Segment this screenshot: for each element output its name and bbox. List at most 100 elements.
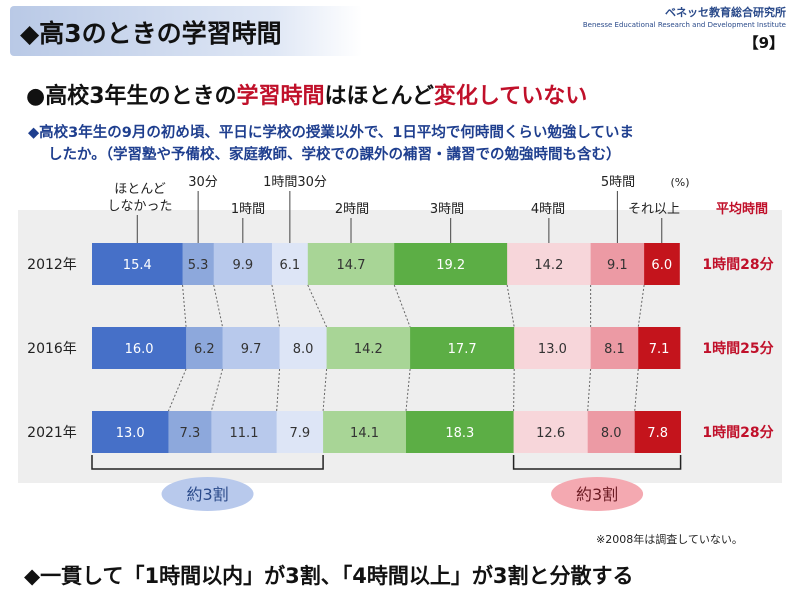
data-label: 8.0 (293, 342, 314, 357)
data-label: 14.7 (337, 258, 366, 273)
connector-line (405, 368, 411, 412)
slide-title: ◆高3のときの学習時間 (20, 19, 282, 48)
group-ellipse (161, 477, 254, 511)
data-label: 6.2 (194, 342, 215, 357)
group-ellipse (551, 477, 644, 511)
bar-segment (92, 243, 183, 285)
connector-line (513, 368, 515, 412)
average-header: 平均時間 (716, 201, 768, 217)
data-label: 8.0 (601, 426, 622, 441)
category-label: しなかった (107, 199, 172, 214)
group-bracket (91, 455, 324, 470)
page-number: 【9】 (743, 34, 784, 52)
bar-segment (410, 327, 515, 369)
bar-segment (307, 243, 395, 285)
data-label: 8.1 (604, 342, 625, 357)
data-label: 18.3 (445, 426, 474, 441)
category-label: 30分 (188, 175, 218, 190)
bar-segment (326, 327, 411, 369)
data-label: 19.2 (436, 258, 465, 273)
bar-segment (514, 327, 592, 369)
category-label: 4時間 (531, 202, 565, 217)
data-label: 7.8 (647, 426, 668, 441)
group-label: 約3割 (576, 485, 618, 504)
data-label: 12.6 (536, 426, 565, 441)
connector-line (587, 368, 592, 412)
category-label: 1時間 (231, 202, 265, 217)
data-label: 16.0 (125, 342, 154, 357)
category-label: 5時間 (601, 175, 635, 190)
connector-line (167, 368, 187, 412)
connector-line (271, 284, 281, 328)
bar-segment (405, 411, 514, 453)
survey-question: ◆高校3年生の9月の初め頃、平日に学校の授業以外で、1日平均で何時間くらい勉強し… (28, 122, 778, 166)
category-label: それ以上 (628, 202, 680, 217)
bar-segment (182, 243, 215, 285)
brand-logo: ベネッセ教育総合研究所 Benesse Educational Research… (583, 4, 786, 29)
bar-segment (271, 243, 309, 285)
bar-segment (587, 411, 636, 453)
data-label: 17.7 (448, 342, 477, 357)
category-label: 3時間 (430, 202, 464, 217)
category-label: 1時間30分 (263, 175, 327, 190)
data-label: 14.1 (350, 426, 379, 441)
data-label: 9.9 (232, 258, 253, 273)
question-line-1: ◆高校3年生の9月の初め頃、平日に学校の授業以外で、1日平均で何時間くらい勉強し… (28, 125, 634, 141)
conclusion: ◆一貫して「1時間以内」が3割、「4時間以上」が3割と分散する (24, 564, 634, 588)
year-label: 2016年 (27, 341, 77, 357)
bar-segment (186, 327, 223, 369)
year-label: 2021年 (27, 425, 77, 441)
bar-segment (323, 411, 407, 453)
category-label: 2時間 (335, 202, 369, 217)
data-label: 13.0 (538, 342, 567, 357)
data-label: 7.3 (180, 426, 201, 441)
brand-name-en: Benesse Educational Research and Develop… (582, 21, 786, 29)
connector-line (506, 284, 515, 328)
data-label: 9.1 (607, 258, 628, 273)
connector-line (322, 368, 328, 412)
connector-line (182, 284, 187, 328)
bar-segment (644, 243, 680, 285)
data-label: 6.0 (651, 258, 672, 273)
data-label: 13.0 (116, 426, 145, 441)
bar-segment (590, 327, 639, 369)
average-time-label: 1時間25分 (702, 340, 773, 357)
data-label: 15.4 (123, 258, 152, 273)
bar-segment (513, 411, 589, 453)
unit-label: (%) (670, 176, 689, 189)
bar-segment (634, 411, 681, 453)
data-label: 14.2 (354, 342, 383, 357)
headline-part-2: はほとんど (324, 84, 434, 109)
headline-part-1: ●高校3年生のときの (26, 84, 237, 109)
bar-segment (92, 327, 187, 369)
connector-line (276, 368, 281, 412)
headline-highlight-1: 学習時間 (236, 84, 325, 109)
bar-segment (92, 411, 169, 453)
headline: ●高校3年生のときの学習時間はほとんど変化していない (26, 78, 587, 110)
average-time-label: 1時間28分 (702, 256, 773, 273)
brand-name-jp: ベネッセ教育総合研究所 (665, 6, 786, 19)
question-line-2: したか。（学習塾や予備校、家庭教師、学校での課外の補習・講習での勉強時間も含む） (48, 147, 621, 163)
category-label: ほとんど (114, 182, 166, 197)
bar-segment (222, 327, 280, 369)
group-bracket (512, 455, 682, 470)
bar-segment (279, 327, 328, 369)
connector-line (637, 284, 645, 328)
bar-segment (507, 243, 592, 285)
average-time-label: 1時間28分 (702, 424, 773, 441)
group-label: 約3割 (186, 485, 228, 504)
bar-segment (590, 243, 645, 285)
headline-highlight-2: 変化していない (433, 84, 588, 109)
data-label: 5.3 (188, 258, 209, 273)
bar-segment (168, 411, 212, 453)
title-bar (10, 6, 362, 56)
data-label: 7.9 (290, 426, 311, 441)
bar-segment (213, 243, 273, 285)
bar-segment (211, 411, 278, 453)
connector-line (210, 368, 224, 412)
data-label: 9.7 (241, 342, 262, 357)
connector-line (393, 284, 411, 328)
footnote: ※2008年は調査していない。 (596, 533, 743, 546)
data-label: 7.1 (649, 342, 670, 357)
